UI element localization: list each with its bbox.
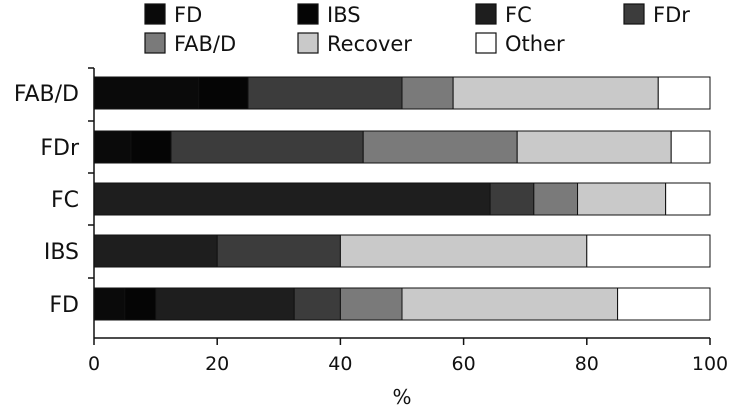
bars: [93, 76, 711, 321]
bar-segment-fc-other: [665, 182, 711, 216]
legend-swatch-fab-d: [144, 32, 166, 54]
bar-segment-fc-fdr: [489, 182, 535, 216]
legend-swatch-other: [475, 32, 497, 54]
bar-segment-ibs-other: [586, 234, 711, 268]
legend-label-fd: FD: [174, 3, 202, 27]
bar-segment-fdr-fd: [93, 130, 132, 164]
legend-swatch-fd: [144, 3, 166, 25]
x-tick-label-40: 40: [328, 353, 352, 375]
legend: FD IBS FC FDr FAB/D Recover Other: [144, 3, 690, 56]
y-tick-label-ibs: IBS: [44, 240, 79, 265]
x-tick-label-0: 0: [88, 353, 100, 375]
y-tick-label-fd: FD: [49, 293, 79, 318]
bar-segment-fdr-fab-d: [362, 130, 518, 164]
legend-label-fdr: FDr: [653, 3, 690, 27]
bar-segment-fab-d-fab-d: [401, 76, 454, 110]
bar-segment-fd-fc: [155, 287, 295, 321]
bar-segment-fab-d-other: [657, 76, 711, 110]
x-tick-label-60: 60: [452, 353, 476, 375]
bar-segment-fdr-other: [670, 130, 711, 164]
x-tick-label-100: 100: [692, 353, 728, 375]
bar-segment-fc-fc: [93, 182, 491, 216]
axes: FD IBS FC FDr FAB/D 0 20 40 60 80 100: [14, 67, 728, 375]
y-tick-label-fab-d: FAB/D: [14, 82, 79, 107]
x-axis-label: %: [392, 385, 411, 409]
bar-segment-fc-fab-d: [533, 182, 579, 216]
y-tick-label-fdr: FDr: [40, 136, 80, 161]
bar-segment-fc-recover: [577, 182, 667, 216]
bar-segment-fdr-ibs: [130, 130, 172, 164]
legend-swatch-recover: [297, 32, 319, 54]
legend-label-recover: Recover: [327, 32, 412, 56]
bar-segment-fab-d-ibs: [198, 76, 249, 110]
bar-segment-ibs-fdr: [216, 234, 341, 268]
bar-segment-fd-recover: [401, 287, 619, 321]
bar-segment-fd-other: [617, 287, 711, 321]
bar-segment-fd-fab-d: [339, 287, 403, 321]
bar-segment-fdr-recover: [516, 130, 672, 164]
bar-segment-fab-d-recover: [452, 76, 659, 110]
bar-segment-fd-ibs: [124, 287, 157, 321]
legend-label-fc: FC: [505, 3, 532, 27]
legend-swatch-fc: [475, 3, 497, 25]
legend-swatch-ibs: [297, 3, 319, 25]
bar-segment-ibs-recover: [339, 234, 588, 268]
legend-swatch-fdr: [623, 3, 645, 25]
x-tick-label-20: 20: [205, 353, 229, 375]
bar-segment-ibs-fc: [93, 234, 218, 268]
bar-segment-fab-d-fd: [93, 76, 200, 110]
bar-segment-fab-d-fdr: [247, 76, 403, 110]
legend-label-ibs: IBS: [327, 3, 361, 27]
bar-segment-fd-fd: [93, 287, 126, 321]
legend-label-other: Other: [505, 32, 565, 56]
legend-label-fab-d: FAB/D: [174, 32, 236, 56]
bar-segment-fd-fdr: [293, 287, 341, 321]
x-tick-label-80: 80: [575, 353, 599, 375]
bar-segment-fdr-fdr: [170, 130, 364, 164]
y-tick-label-fc: FC: [51, 188, 79, 213]
